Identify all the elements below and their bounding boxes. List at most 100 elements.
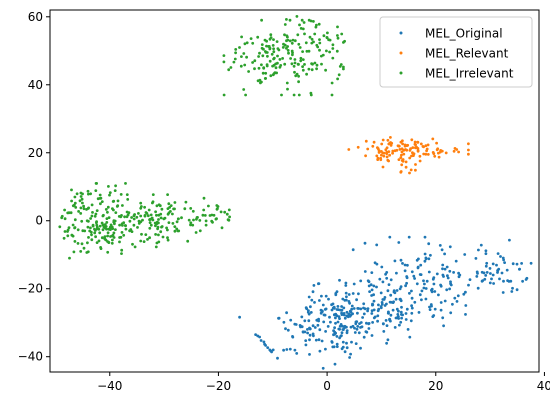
point-mel-original bbox=[424, 257, 428, 261]
point-mel-irrelevant bbox=[233, 57, 237, 61]
point-mel-irrelevant bbox=[70, 199, 73, 203]
point-mel-relevant bbox=[405, 148, 409, 152]
point-mel-irrelevant bbox=[161, 235, 165, 239]
point-mel-irrelevant bbox=[320, 54, 323, 58]
point-mel-relevant bbox=[433, 154, 437, 158]
legend-marker-mel-irrelevant bbox=[399, 71, 403, 75]
point-mel-irrelevant bbox=[68, 256, 71, 260]
point-mel-original bbox=[341, 297, 345, 301]
point-mel-irrelevant bbox=[301, 68, 305, 72]
point-mel-irrelevant bbox=[210, 219, 214, 223]
point-mel-irrelevant bbox=[149, 213, 153, 217]
point-mel-irrelevant bbox=[106, 205, 110, 209]
point-mel-original bbox=[372, 284, 376, 288]
point-mel-original bbox=[384, 319, 388, 322]
point-mel-original bbox=[485, 261, 489, 265]
point-mel-irrelevant bbox=[276, 47, 280, 50]
point-mel-irrelevant bbox=[265, 63, 269, 67]
point-mel-original bbox=[406, 263, 409, 267]
point-mel-irrelevant bbox=[301, 58, 305, 61]
point-mel-original bbox=[345, 310, 349, 314]
point-mel-relevant bbox=[416, 140, 420, 144]
point-mel-relevant bbox=[401, 158, 405, 161]
point-mel-irrelevant bbox=[155, 241, 159, 245]
point-mel-original bbox=[349, 352, 352, 356]
point-mel-irrelevant bbox=[312, 40, 315, 44]
point-mel-irrelevant bbox=[145, 212, 149, 215]
point-mel-original bbox=[345, 295, 348, 299]
point-mel-irrelevant bbox=[90, 233, 93, 237]
point-mel-irrelevant bbox=[192, 218, 195, 222]
point-mel-original bbox=[440, 248, 444, 252]
point-mel-original bbox=[412, 274, 416, 278]
point-mel-relevant bbox=[375, 154, 379, 158]
point-mel-irrelevant bbox=[62, 236, 66, 240]
point-mel-original bbox=[485, 271, 489, 274]
point-mel-irrelevant bbox=[317, 22, 321, 26]
point-mel-original bbox=[359, 346, 362, 350]
point-mel-original bbox=[349, 310, 353, 314]
point-mel-original bbox=[429, 303, 433, 306]
point-mel-irrelevant bbox=[80, 197, 84, 201]
point-mel-irrelevant bbox=[98, 193, 102, 197]
point-mel-irrelevant bbox=[160, 225, 163, 229]
point-mel-irrelevant bbox=[266, 54, 269, 58]
point-mel-irrelevant bbox=[107, 216, 111, 220]
point-mel-irrelevant bbox=[298, 46, 302, 49]
point-mel-irrelevant bbox=[203, 214, 207, 217]
point-mel-relevant bbox=[376, 147, 380, 151]
point-mel-irrelevant bbox=[71, 204, 75, 208]
point-mel-irrelevant bbox=[132, 223, 136, 227]
point-mel-irrelevant bbox=[307, 67, 311, 71]
point-mel-original bbox=[378, 277, 382, 281]
point-mel-irrelevant bbox=[159, 216, 163, 220]
point-mel-irrelevant bbox=[331, 56, 335, 60]
point-mel-original bbox=[330, 308, 334, 312]
point-mel-original bbox=[389, 293, 393, 297]
point-mel-irrelevant bbox=[131, 242, 134, 246]
point-mel-irrelevant bbox=[271, 64, 274, 68]
point-mel-relevant bbox=[416, 149, 420, 152]
point-mel-relevant bbox=[424, 144, 428, 148]
point-mel-irrelevant bbox=[167, 221, 171, 225]
point-mel-original bbox=[318, 299, 321, 302]
point-mel-irrelevant bbox=[309, 91, 313, 95]
point-mel-irrelevant bbox=[296, 62, 300, 66]
point-mel-original bbox=[282, 320, 286, 324]
point-mel-original bbox=[399, 320, 403, 324]
point-mel-irrelevant bbox=[297, 42, 301, 46]
point-mel-relevant bbox=[414, 143, 417, 147]
point-mel-irrelevant bbox=[281, 57, 284, 60]
y-tick-label: 60 bbox=[28, 10, 43, 24]
point-mel-original bbox=[331, 345, 335, 349]
point-mel-original bbox=[371, 321, 374, 324]
point-mel-irrelevant bbox=[95, 220, 98, 224]
point-mel-relevant bbox=[404, 165, 408, 169]
point-mel-original bbox=[474, 257, 478, 260]
point-mel-original bbox=[320, 339, 324, 343]
point-mel-original bbox=[367, 327, 371, 330]
point-mel-irrelevant bbox=[194, 231, 198, 234]
point-mel-relevant bbox=[388, 153, 391, 157]
point-mel-irrelevant bbox=[315, 67, 318, 71]
point-mel-relevant bbox=[399, 140, 403, 144]
point-mel-original bbox=[344, 298, 348, 302]
point-mel-irrelevant bbox=[157, 218, 160, 221]
point-mel-original bbox=[409, 319, 413, 323]
point-mel-irrelevant bbox=[166, 238, 170, 242]
point-mel-original bbox=[388, 317, 391, 321]
point-mel-irrelevant bbox=[180, 216, 183, 220]
point-mel-original bbox=[484, 249, 488, 253]
point-mel-original bbox=[355, 327, 359, 331]
point-mel-original bbox=[320, 294, 323, 298]
point-mel-irrelevant bbox=[287, 51, 290, 55]
point-mel-irrelevant bbox=[69, 211, 73, 215]
point-mel-irrelevant bbox=[212, 213, 216, 217]
point-mel-irrelevant bbox=[94, 189, 98, 193]
point-mel-original bbox=[423, 282, 426, 286]
point-mel-irrelevant bbox=[196, 216, 199, 219]
point-mel-irrelevant bbox=[302, 21, 306, 24]
point-mel-relevant bbox=[401, 142, 404, 146]
legend-label-mel-irrelevant: MEL_Irrelevant bbox=[425, 67, 514, 81]
point-mel-irrelevant bbox=[313, 61, 317, 65]
